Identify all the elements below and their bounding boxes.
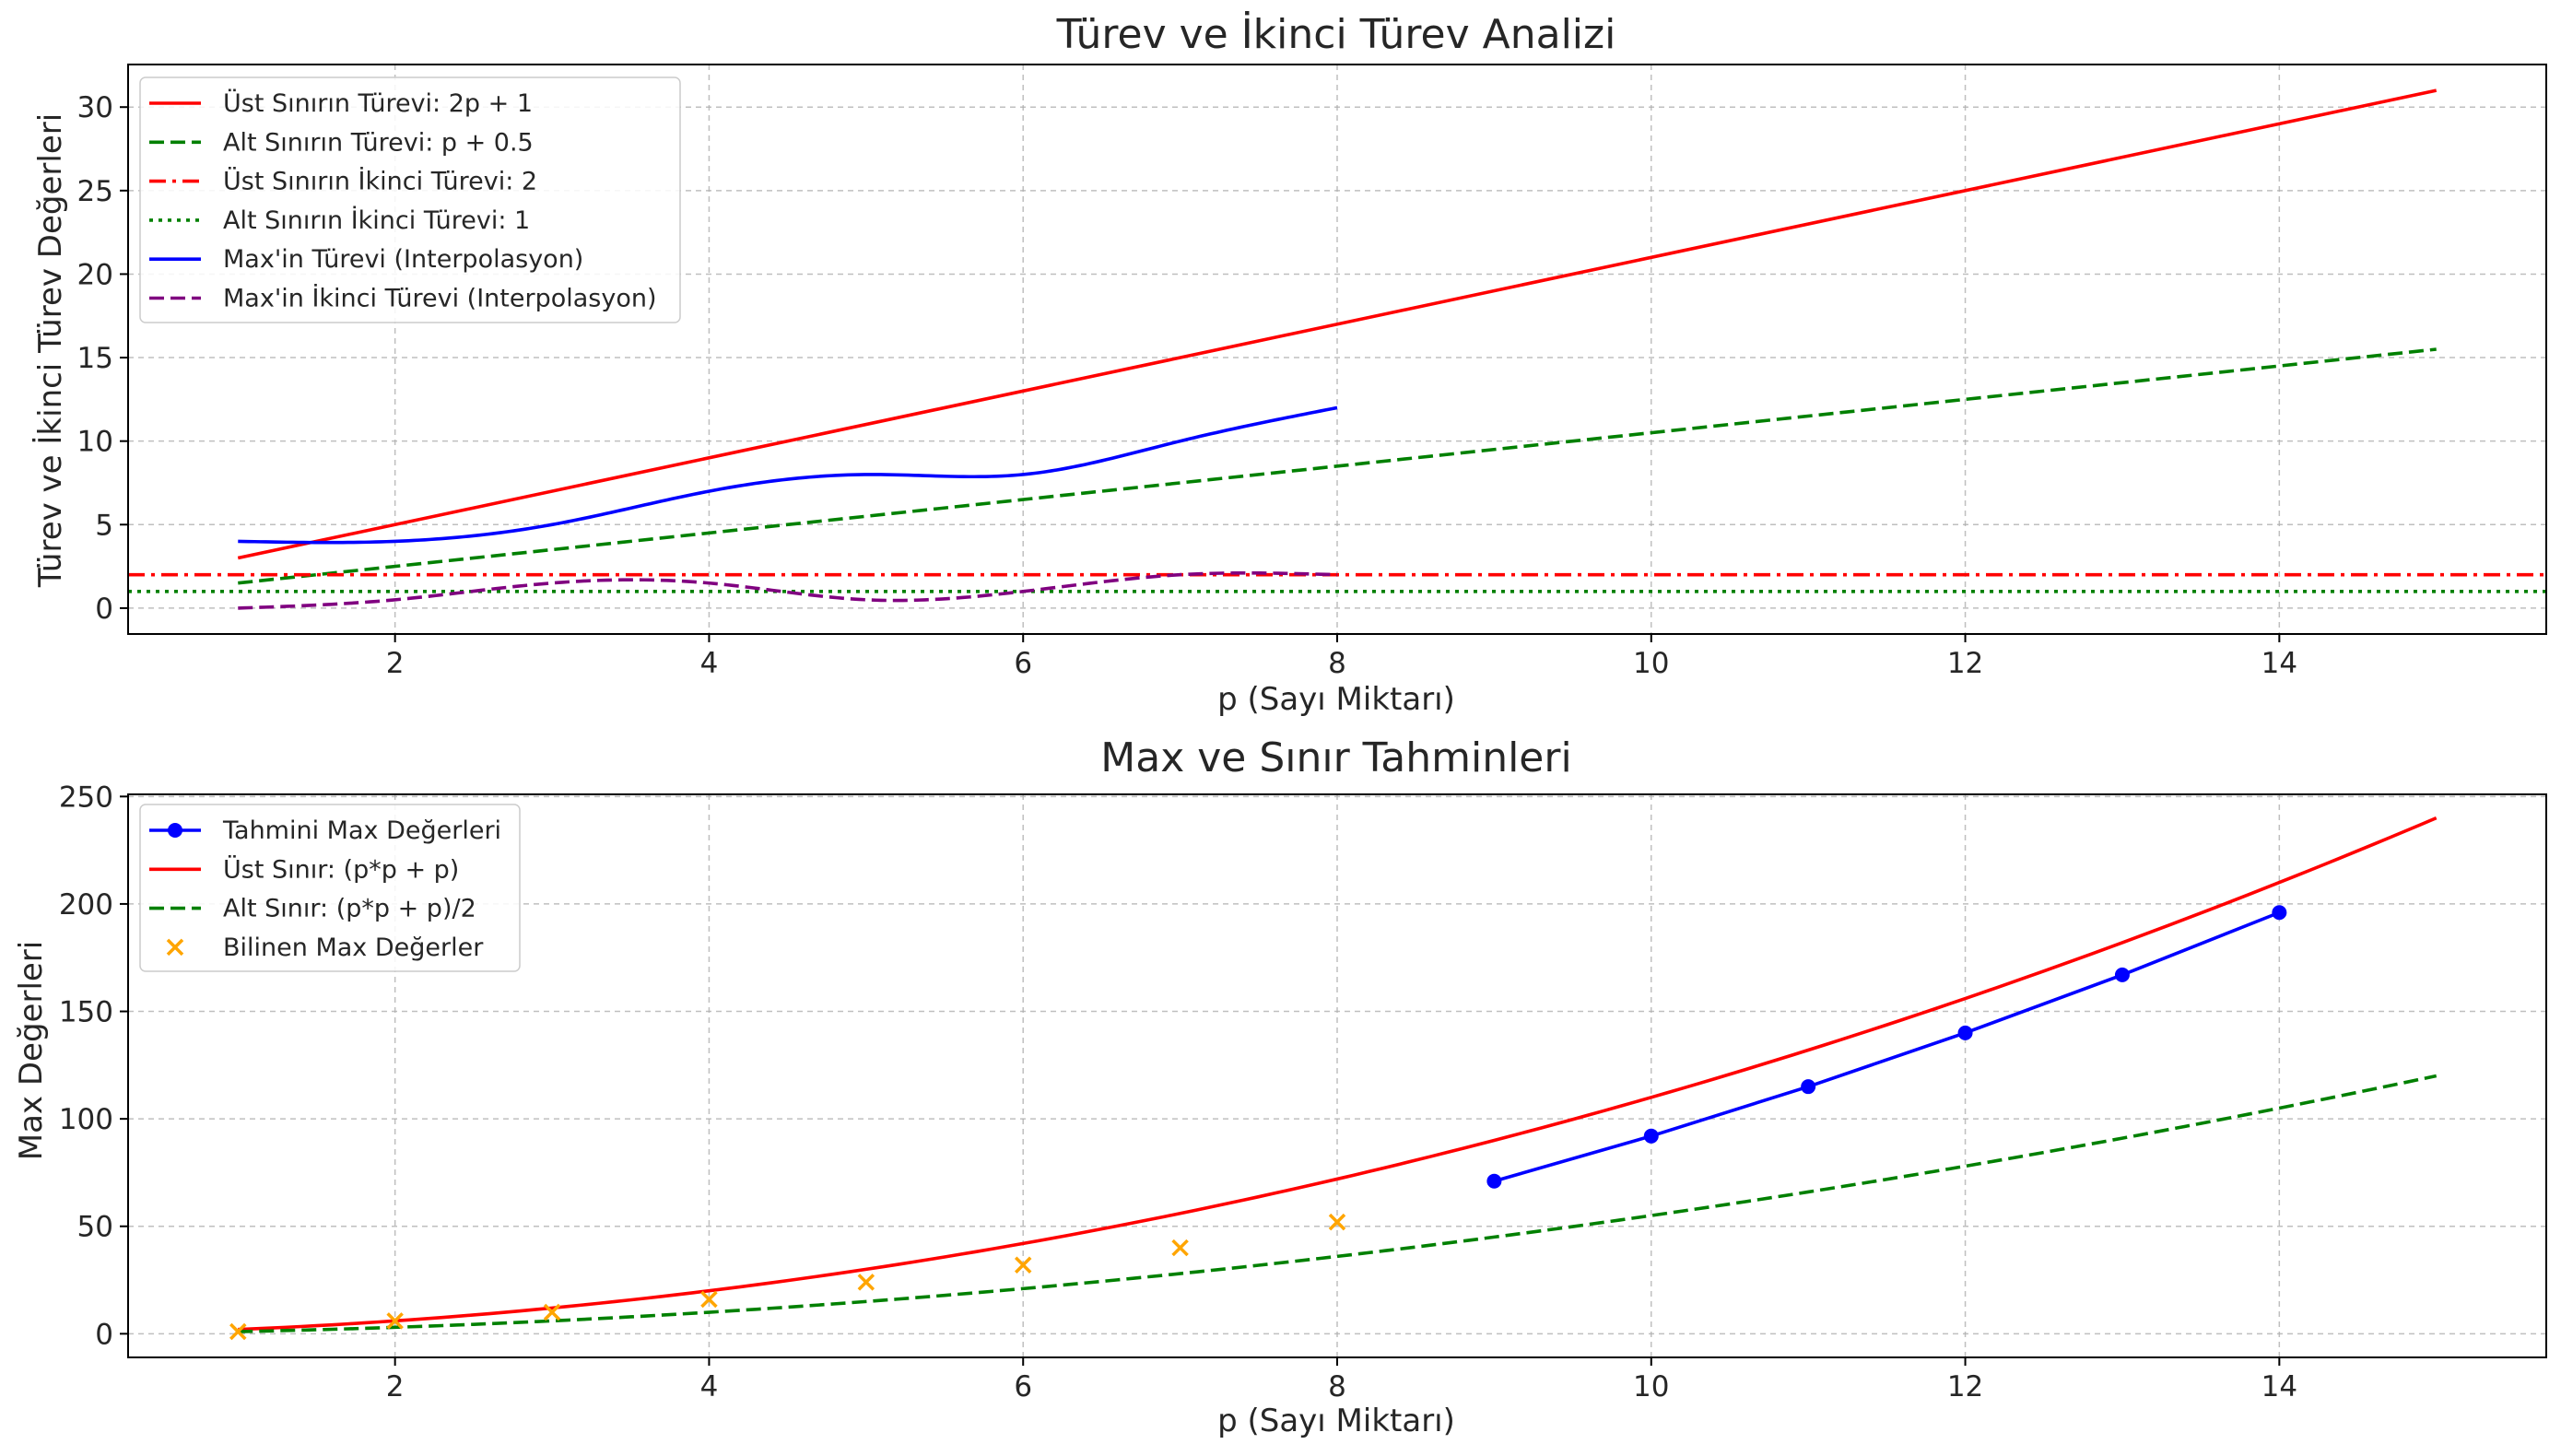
- y-tick-label: 200: [59, 888, 113, 922]
- x-tick-label: 10: [1633, 647, 1669, 680]
- legend-entry: Tahmini Max Değerleri: [149, 816, 501, 845]
- x-tick-label: 6: [1014, 1370, 1032, 1403]
- legend-label: Üst Sınır: (p*p + p): [223, 854, 459, 884]
- legend-entry: Max'in Türevi (Interpolasyon): [149, 245, 583, 274]
- series-group: [229, 816, 2438, 1341]
- y-axis-label: Türev ve İkinci Türev Değerleri: [32, 113, 69, 588]
- x-marker: [166, 938, 184, 957]
- ticks: 2 4 6 8 10 12 14 0 50 100 150 200 250: [59, 781, 2297, 1403]
- x-tick-label: 14: [2261, 647, 2297, 680]
- y-tick-label: 25: [77, 175, 113, 208]
- series-1-point: [1957, 1025, 1973, 1040]
- y-tick-label: 0: [95, 1318, 113, 1351]
- series-1-line: [237, 88, 2438, 560]
- plot-area: [128, 88, 2546, 610]
- legend-label: Alt Sınırın İkinci Türevi: 1: [223, 205, 530, 235]
- legend-label: Bilinen Max Değerler: [223, 933, 484, 962]
- y-tick-label: 10: [77, 426, 113, 459]
- legend-label: Üst Sınırın Türevi: 2p + 1: [223, 88, 533, 118]
- x-marker: [543, 1303, 561, 1321]
- legend-label: Alt Sınırın Türevi: p + 0.5: [223, 128, 534, 157]
- legend-entry: Alt Sınır: (p*p + p)/2: [149, 895, 476, 923]
- legend-label: Max'in Türevi (Interpolasyon): [223, 245, 583, 274]
- legend-entry: Bilinen Max Değerler: [166, 933, 484, 962]
- series-1-point: [1801, 1079, 1816, 1095]
- y-tick-label: 250: [59, 781, 113, 814]
- series-2-line: [238, 347, 2437, 585]
- legend-entry: Üst Sınırın İkinci Türevi: 2: [149, 167, 537, 196]
- chart-title: Max ve Sınır Tahminleri: [1100, 734, 1571, 781]
- series-2-line: [238, 816, 2438, 1332]
- x-marker: [857, 1274, 875, 1291]
- grid: [128, 794, 2546, 1357]
- legend-label: Alt Sınır: (p*p + p)/2: [223, 895, 476, 923]
- y-tick-label: 15: [77, 342, 113, 375]
- legend: Üst Sınırın Türevi: 2p + 1 Alt Sınırın Tü…: [139, 76, 681, 323]
- x-tick-label: 10: [1633, 1370, 1669, 1403]
- legend-entry: Üst Sınırın Türevi: 2p + 1: [149, 88, 533, 118]
- y-tick-label: 50: [77, 1211, 113, 1244]
- legend-marker: [168, 823, 182, 838]
- y-tick-label: 100: [59, 1103, 113, 1136]
- series-1-point: [2114, 967, 2130, 982]
- legend-box: [139, 804, 521, 972]
- legend-entry: Üst Sınır: (p*p + p): [149, 854, 459, 884]
- legend-label: Max'in İkinci Türevi (Interpolasyon): [223, 284, 656, 313]
- x-tick-label: 8: [1328, 1370, 1346, 1403]
- x-tick-label: 6: [1014, 647, 1032, 680]
- plot-area: [229, 816, 2438, 1341]
- series-1-point: [1643, 1128, 1659, 1144]
- x-tick-label: 2: [386, 1370, 405, 1403]
- y-tick-label: 20: [77, 258, 113, 291]
- x-marker: [700, 1290, 718, 1309]
- x-marker: [1014, 1256, 1032, 1274]
- y-axis-label: Max Değerleri: [13, 941, 50, 1160]
- legend: Tahmini Max Değerleri Üst Sınır: (p*p + p…: [139, 804, 521, 972]
- series-group: [128, 88, 2546, 610]
- y-tick-label: 30: [77, 91, 113, 124]
- x-marker: [1171, 1239, 1189, 1257]
- legend-entry: Max'in İkinci Türevi (Interpolasyon): [149, 284, 656, 313]
- x-axis-label: p (Sayı Miktarı): [1217, 1403, 1455, 1439]
- x-tick-label: 4: [700, 1370, 719, 1403]
- x-tick-label: 12: [1947, 647, 1983, 680]
- x-marker: [229, 1322, 247, 1341]
- legend-entry: Alt Sınırın Türevi: p + 0.5: [149, 128, 534, 157]
- series-3-line: [238, 1074, 2438, 1333]
- grid: [128, 65, 2546, 634]
- x-tick-label: 14: [2261, 1370, 2297, 1403]
- legend-entry: Alt Sınırın İkinci Türevi: 1: [149, 205, 530, 235]
- legend-label: Tahmini Max Değerleri: [222, 816, 501, 845]
- y-tick-label: 0: [95, 593, 113, 626]
- x-marker: [1328, 1213, 1346, 1231]
- chart-title: Türev ve İkinci Türev Analizi: [1056, 10, 1616, 58]
- legend-label: Üst Sınırın İkinci Türevi: 2: [223, 167, 537, 196]
- chart-derivatives: Türev ve İkinci Türev Analizi 2 4 6 8 10 12 14…: [32, 10, 2547, 718]
- series-1-point: [1486, 1173, 1502, 1189]
- series-1-point: [2272, 905, 2287, 921]
- x-axis-label: p (Sayı Miktarı): [1217, 681, 1455, 718]
- x-tick-label: 8: [1328, 647, 1346, 680]
- legend-box: [139, 76, 681, 323]
- y-tick-label: 150: [59, 996, 113, 1029]
- series-5-line: [238, 405, 1338, 545]
- x-tick-label: 2: [386, 647, 405, 680]
- x-tick-label: 12: [1947, 1370, 1983, 1403]
- x-marker: [386, 1312, 404, 1330]
- chart-max-estimates: Max ve Sınır Tahminleri 2 4 6 8 10 12 14 0 50 100…: [13, 734, 2547, 1439]
- ticks: 2 4 6 8 10 12 14 0 5 10 15 20 25 30: [77, 91, 2298, 680]
- x-tick-label: 4: [700, 647, 719, 680]
- y-tick-label: 5: [95, 509, 113, 542]
- series-1-line: [1493, 910, 2281, 1183]
- series-6-line: [238, 570, 1338, 610]
